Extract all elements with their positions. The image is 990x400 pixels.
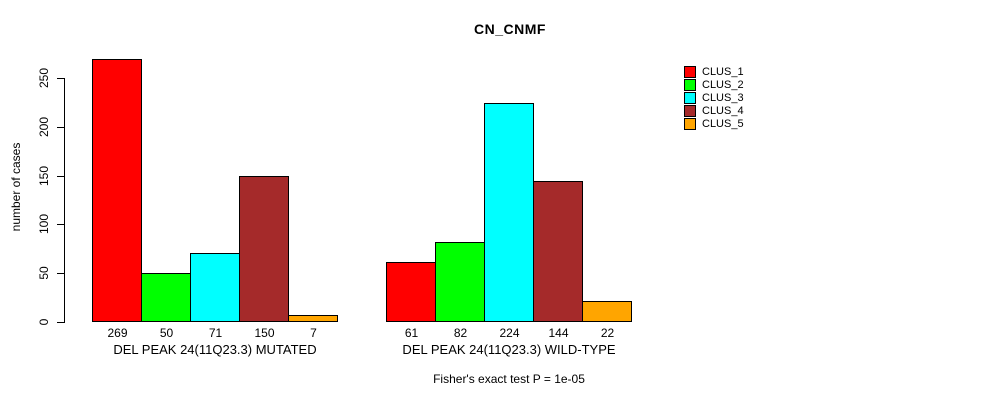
y-tick xyxy=(57,176,64,177)
bar-value-label: 7 xyxy=(310,326,317,340)
y-tick-label: 150 xyxy=(37,165,51,187)
x-category-label: DEL PEAK 24(11Q23.3) WILD-TYPE xyxy=(402,342,616,357)
legend-swatch-clus-2 xyxy=(684,78,696,91)
bar-value-label: 22 xyxy=(600,326,615,340)
y-tick xyxy=(57,78,64,79)
y-tick xyxy=(57,224,64,225)
legend-item: CLUS_3 xyxy=(684,91,744,104)
y-tick-label: 250 xyxy=(37,67,51,89)
bar-value-label: 150 xyxy=(254,326,275,340)
bar-clus-2-group2 xyxy=(435,242,485,322)
bar-value-label: 144 xyxy=(548,326,569,340)
legend-swatch-clus-5 xyxy=(684,117,696,130)
chart-title: CN_CNMF xyxy=(474,21,546,37)
legend-swatch-clus-4 xyxy=(684,104,696,117)
bar-value-label: 269 xyxy=(107,326,128,340)
bar-clus-3-group2 xyxy=(484,103,534,322)
legend-item: CLUS_5 xyxy=(684,117,744,130)
legend-swatch-clus-1 xyxy=(684,65,696,78)
bar-clus-1-group1 xyxy=(92,59,142,322)
bar-clus-3-group1 xyxy=(190,253,240,322)
y-tick xyxy=(57,273,64,274)
bar-value-label: 224 xyxy=(499,326,520,340)
legend-item: CLUS_2 xyxy=(684,78,744,91)
annotation-text: Fisher's exact test P = 1e-05 xyxy=(433,372,585,386)
legend-item: CLUS_4 xyxy=(684,104,744,117)
bar-value-label: 50 xyxy=(159,326,174,340)
y-tick-label: 50 xyxy=(37,266,51,280)
bar-clus-2-group1 xyxy=(141,273,191,322)
legend-item-label: CLUS_1 xyxy=(702,65,744,78)
y-tick xyxy=(57,127,64,128)
bar-value-label: 61 xyxy=(404,326,419,340)
legend-item-label: CLUS_4 xyxy=(702,104,744,117)
bar-clus-1-group2 xyxy=(386,262,436,322)
bar-value-label: 71 xyxy=(208,326,223,340)
legend-item-label: CLUS_2 xyxy=(702,78,744,91)
legend-item-label: CLUS_3 xyxy=(702,91,744,104)
bar-clus-5-group2 xyxy=(582,301,632,322)
y-axis-line xyxy=(64,78,65,323)
y-tick xyxy=(57,322,64,323)
x-category-label: DEL PEAK 24(11Q23.3) MUTATED xyxy=(113,342,317,357)
legend-item-label: CLUS_5 xyxy=(702,117,744,130)
y-tick-label: 100 xyxy=(37,213,51,235)
y-axis-title: number of cases xyxy=(9,142,23,232)
y-tick-label: 0 xyxy=(37,318,51,326)
y-tick-label: 200 xyxy=(37,116,51,138)
legend-item: CLUS_1 xyxy=(684,65,744,78)
legend-swatch-clus-3 xyxy=(684,91,696,104)
bar-clus-4-group2 xyxy=(533,181,583,322)
legend: CLUS_1 CLUS_2 CLUS_3 CLUS_4 CLUS_5 xyxy=(684,65,744,130)
bar-clus-5-group1 xyxy=(288,315,338,322)
bar-value-label: 82 xyxy=(453,326,468,340)
bar-clus-4-group1 xyxy=(239,176,289,322)
